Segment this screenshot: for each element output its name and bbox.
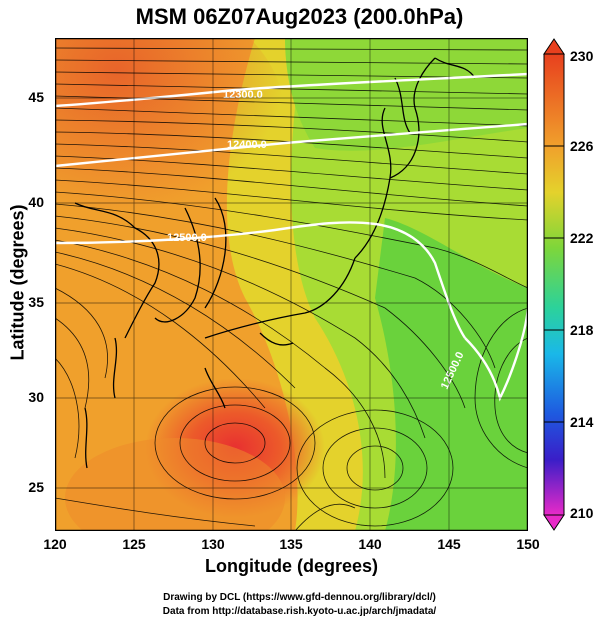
colorbar-label: 230 <box>570 48 594 64</box>
x-tick-label: 145 <box>437 536 461 552</box>
y-axis-label: Latitude (degrees) <box>7 204 28 361</box>
colorbar-top-arrow <box>543 38 565 55</box>
colorbar-bottom-arrow <box>543 514 565 531</box>
x-tick-label: 150 <box>516 536 540 552</box>
temperature-field-north-green <box>285 38 528 151</box>
x-tick-label: 135 <box>279 536 303 552</box>
colorbar-label: 214 <box>570 414 594 430</box>
y-tick-label: 45 <box>28 89 44 105</box>
colorbar-label: 222 <box>570 230 594 246</box>
x-tick-label: 125 <box>122 536 146 552</box>
y-tick-label: 40 <box>28 194 44 210</box>
colorbar-body <box>543 53 565 516</box>
drawing-credit: Drawing by DCL (https://www.gfd-dennou.o… <box>163 592 436 603</box>
coastlines <box>74 57 476 469</box>
contour-label: 12500.0 <box>167 232 207 244</box>
temperature-field-sw-warm <box>65 438 285 531</box>
map-frame <box>55 38 528 531</box>
y-tick-label: 30 <box>28 389 44 405</box>
x-tick-label: 130 <box>201 536 225 552</box>
map-panel: 12300.0 12400.0 12500.0 12500.0 <box>55 38 528 531</box>
colorbar-label: 226 <box>570 138 594 154</box>
graticule <box>55 38 528 531</box>
contour-label: 12400.0 <box>227 139 267 151</box>
colorbar <box>543 38 565 531</box>
x-tick-label: 120 <box>43 536 67 552</box>
x-tick-label: 140 <box>358 536 382 552</box>
temperature-field-green-core <box>375 218 528 531</box>
contour-label: 12300.0 <box>223 89 263 101</box>
plot-title: MSM 06Z07Aug2023 (200.0hPa) <box>135 4 464 29</box>
y-tick-label: 35 <box>28 294 44 310</box>
y-tick-label: 25 <box>28 479 44 495</box>
x-axis-label: Longitude (degrees) <box>204 556 378 576</box>
data-credit: Data from http://database.rish.kyoto-u.a… <box>162 606 437 617</box>
colorbar-label: 218 <box>570 322 594 338</box>
colorbar-label: 210 <box>570 505 594 521</box>
